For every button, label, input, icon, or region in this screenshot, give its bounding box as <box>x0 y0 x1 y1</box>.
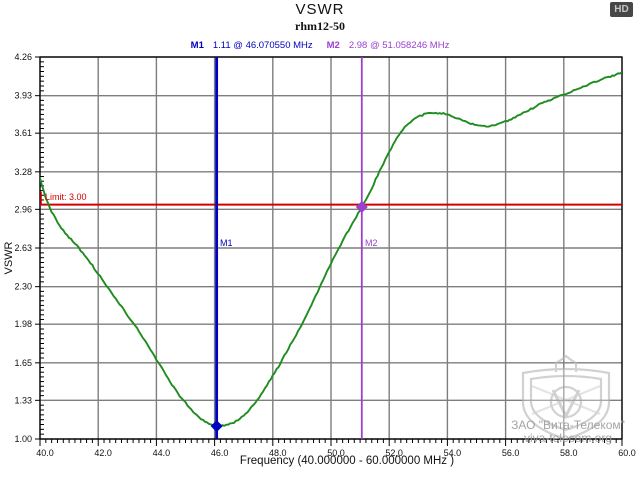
x-tick-label: 52.0 <box>385 448 403 458</box>
y-tick-label: 3.61 <box>14 128 32 138</box>
marker1-name: M1 <box>190 40 204 51</box>
y-tick-label: 1.65 <box>14 358 32 368</box>
watermark-crown <box>554 354 578 372</box>
chart-subtitle: rhm12-50 <box>295 19 345 33</box>
x-tick-label: 54.0 <box>444 448 462 458</box>
y-tick-label: 2.30 <box>14 282 32 292</box>
series-group <box>40 71 622 428</box>
y-axis-title: VSWR <box>3 241 15 275</box>
marker2-point[interactable] <box>355 200 368 213</box>
x-axis-title: Frequency (40.000000 - 60.000000 MHz ) <box>239 455 455 467</box>
marker2-flag: M2 <box>365 238 378 248</box>
limit-line-group <box>40 191 622 206</box>
marker1-flag: M1 <box>220 238 233 248</box>
x-tick-label: 40.0 <box>36 448 54 458</box>
marker2-value: 2.98 @ 51.058246 MHz <box>348 40 450 51</box>
marker2-readout: M2 2.98 @ 51.058246 MHz <box>327 40 450 51</box>
watermark-company: ЗАО "Вита-Телеком" <box>511 418 625 432</box>
x-tick-label: 48.0 <box>269 448 287 458</box>
page-title: VSWR <box>295 1 345 18</box>
hd-badge: HD <box>610 2 633 17</box>
watermark-shield-inner <box>529 374 603 432</box>
y-tick-label: 4.26 <box>14 52 32 62</box>
watermark-monogram <box>551 389 581 420</box>
watermark-logo <box>521 354 611 441</box>
y-tick-label: 1.98 <box>14 319 32 329</box>
x-tick-label: 60.0 <box>618 448 636 458</box>
watermark-site: viva-telecom.org <box>523 431 613 445</box>
marker1-value: 1.11 @ 46.070550 MHz <box>212 40 313 51</box>
y-tick-label: 1.00 <box>14 434 32 444</box>
y-tick-label: 2.63 <box>14 243 32 253</box>
x-tick-label: 56.0 <box>502 448 520 458</box>
y-tick-label: 2.96 <box>14 204 32 214</box>
limit-label: Limit: 3.00 <box>45 192 87 202</box>
plot-frame <box>39 56 623 440</box>
y-tick-label: 3.93 <box>14 91 32 101</box>
x-tick-label: 46.0 <box>211 448 229 458</box>
x-tick-label: 50.0 <box>327 448 345 458</box>
marker-readout: M1 1.11 @ 46.070550 MHz M2 2.98 @ 51.058246… <box>0 40 640 51</box>
vswr-curve <box>40 71 622 428</box>
x-tick-label: 44.0 <box>153 448 171 458</box>
y-tick-label: 1.33 <box>14 395 32 405</box>
marker1-readout: M1 1.11 @ 46.070550 MHz <box>191 40 313 51</box>
y-tick-label: 3.28 <box>14 167 32 177</box>
watermark-ribbon <box>531 384 601 416</box>
markers-group <box>210 57 368 439</box>
marker2-name: M2 <box>326 40 340 51</box>
x-tick-label: 42.0 <box>94 448 112 458</box>
axes: 40.0 42.0 44.0 46.0 48.0 50.0 52.0 54.0 56.0 58.0… <box>14 52 635 458</box>
marker1-point[interactable] <box>210 420 223 433</box>
x-tick-label: 58.0 <box>560 448 578 458</box>
